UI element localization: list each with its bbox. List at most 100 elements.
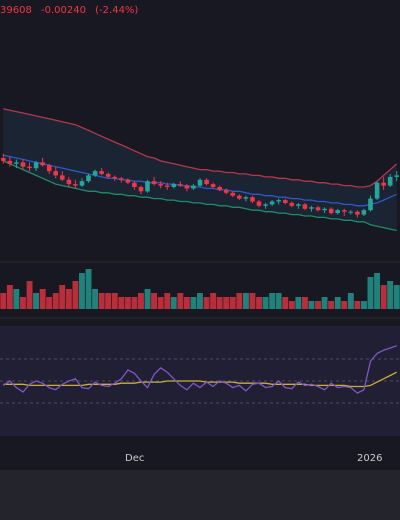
x-axis-label-dec: Dec xyxy=(125,453,145,464)
volume-bar xyxy=(308,301,315,309)
volume-bar xyxy=(65,289,72,309)
candle xyxy=(302,202,308,211)
volume-bar xyxy=(118,297,125,309)
candle-body xyxy=(381,182,386,186)
candle-body xyxy=(138,187,144,192)
candle-body xyxy=(217,187,222,190)
volume-bar xyxy=(124,297,131,309)
volume-bar xyxy=(190,297,197,309)
candle-body xyxy=(86,175,91,182)
volume-bar xyxy=(236,293,243,309)
candle-body xyxy=(125,179,131,183)
candle xyxy=(40,158,45,167)
rsi-line xyxy=(2,345,397,394)
x-axis-label-2026: 2026 xyxy=(357,453,383,464)
volume-bar xyxy=(197,293,203,309)
volume-bar xyxy=(13,289,20,309)
bollinger-upper-line xyxy=(3,108,398,188)
candle xyxy=(46,163,52,174)
candle-body xyxy=(355,211,360,215)
candle-body xyxy=(33,162,39,169)
candle-body xyxy=(342,210,347,212)
volume-bar xyxy=(203,297,210,309)
volume-bar xyxy=(354,301,361,309)
candle-body xyxy=(79,181,85,186)
volume-bar xyxy=(269,293,276,309)
candle-body xyxy=(1,158,6,161)
rsi-indicator xyxy=(0,345,400,404)
candle xyxy=(132,181,137,190)
candle-body xyxy=(263,204,268,206)
candle xyxy=(237,194,242,201)
volume-bar xyxy=(72,281,79,309)
volume-bar xyxy=(367,277,374,309)
volume-bar xyxy=(341,301,348,309)
price-change-pct: (-2.44%) xyxy=(95,5,139,16)
volume-bar xyxy=(256,297,262,309)
candle xyxy=(381,176,386,190)
candle-body xyxy=(40,162,45,166)
candle-body xyxy=(27,166,32,169)
candle-body xyxy=(73,184,78,186)
candlesticks xyxy=(1,153,399,218)
volume-bar xyxy=(210,293,217,309)
candle-body xyxy=(119,178,124,180)
candle-body xyxy=(112,176,118,179)
volume-bar xyxy=(164,293,171,309)
volume-bar xyxy=(92,289,98,309)
candle xyxy=(269,200,275,206)
volume-bar xyxy=(380,285,387,309)
candle xyxy=(374,181,380,201)
volume-bar xyxy=(282,297,289,309)
chart-canvas[interactable] xyxy=(0,0,400,470)
candle-body xyxy=(223,189,229,193)
chart-pane[interactable]: 39608 -0.00240 (-2.44%) Dec 2026 xyxy=(0,0,400,470)
candle xyxy=(243,195,249,202)
volume-bar xyxy=(6,285,13,309)
candle-body xyxy=(204,179,209,185)
volume-bar xyxy=(361,301,367,309)
candle-body xyxy=(184,185,190,189)
volume-bar xyxy=(33,293,39,309)
candle-body xyxy=(283,200,288,203)
candle-body xyxy=(276,200,281,202)
price-change: -0.00240 xyxy=(41,5,86,16)
candle-body xyxy=(394,175,399,177)
candle xyxy=(178,181,183,187)
candle-body xyxy=(237,195,242,199)
candle xyxy=(355,210,360,218)
candle xyxy=(191,184,196,190)
candle-body xyxy=(361,210,367,215)
volume-bar xyxy=(85,269,92,309)
candle-body xyxy=(269,201,275,205)
candle xyxy=(342,208,347,216)
candle-body xyxy=(296,204,301,206)
bottom-toolbar xyxy=(0,470,400,520)
candle-body xyxy=(309,207,314,209)
candle-body xyxy=(99,171,104,174)
candle xyxy=(283,198,288,205)
candle xyxy=(217,185,222,192)
candle xyxy=(112,175,118,182)
candle-body xyxy=(132,182,137,187)
candle xyxy=(105,172,111,179)
candle-body xyxy=(20,162,26,167)
candle xyxy=(256,200,262,208)
candle xyxy=(86,173,91,183)
volume-bar xyxy=(387,281,394,309)
volume-bar xyxy=(216,297,223,309)
volume-bar xyxy=(295,297,302,309)
candle xyxy=(184,184,190,192)
candle xyxy=(361,208,367,216)
volume-bar xyxy=(177,293,184,309)
candle-body xyxy=(387,176,393,186)
candle-body xyxy=(191,185,196,189)
candle-body xyxy=(302,204,308,209)
candle xyxy=(197,178,203,187)
candle-body xyxy=(348,211,354,213)
volume-bar xyxy=(79,273,85,309)
candle xyxy=(204,178,209,186)
volume-bar xyxy=(347,293,354,309)
candle xyxy=(92,169,98,177)
candle-body xyxy=(164,185,170,187)
